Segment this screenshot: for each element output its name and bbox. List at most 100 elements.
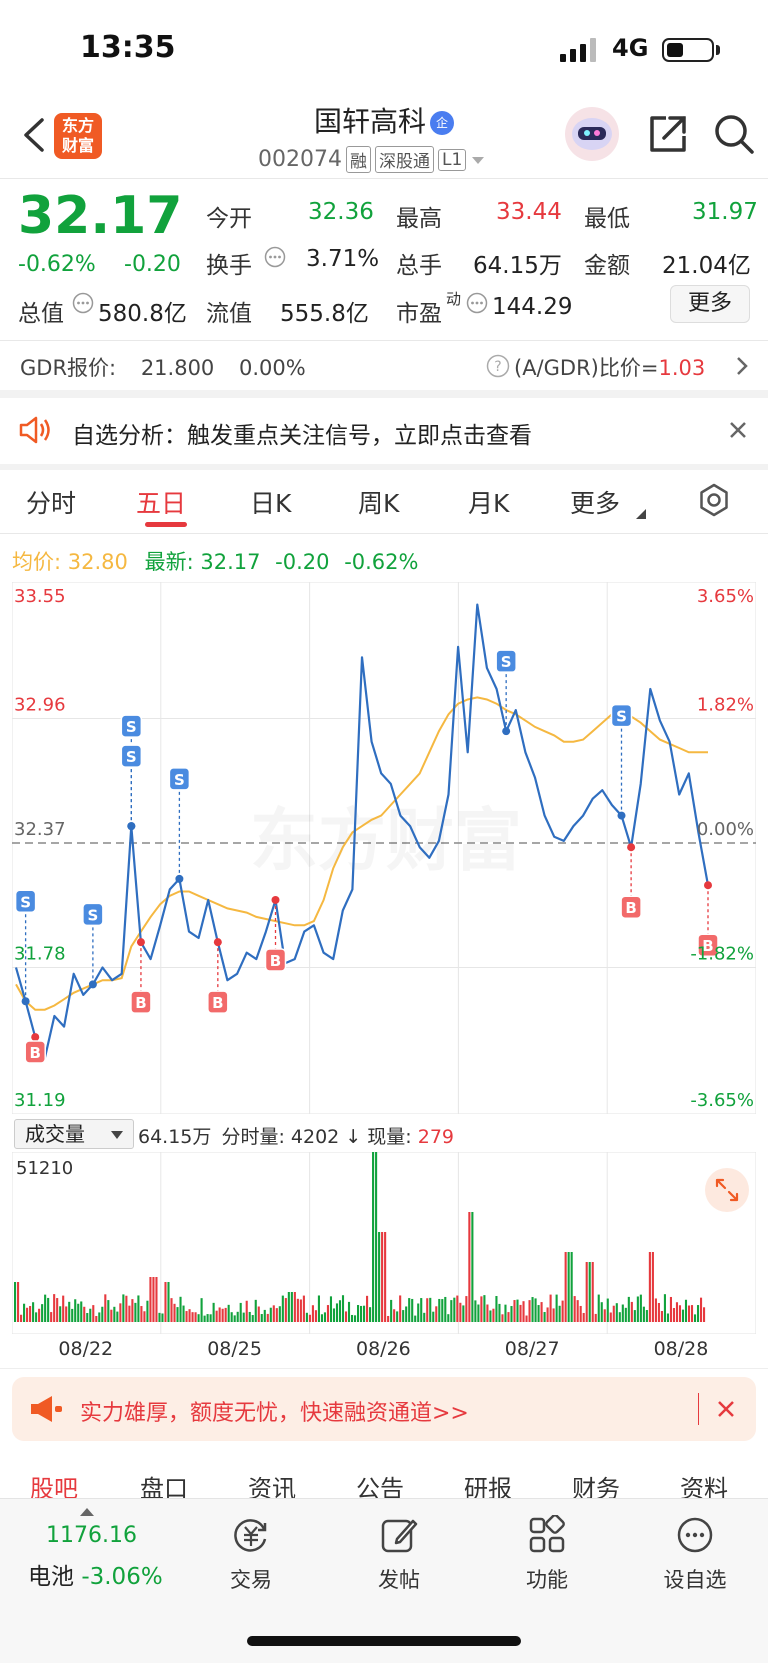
info-dots-icon[interactable]: [466, 292, 488, 318]
volume-indicator-select[interactable]: 成交量: [14, 1119, 134, 1149]
volume-bar: [462, 1305, 465, 1322]
volume-bar: [146, 1300, 149, 1322]
chevron-right-icon[interactable]: [734, 354, 750, 382]
pe-label: 市盈: [396, 301, 442, 327]
help-icon[interactable]: ?: [486, 354, 510, 382]
back-icon[interactable]: [16, 110, 56, 160]
date-label: 08/28: [653, 1338, 709, 1360]
volume-bar: [366, 1295, 369, 1322]
status-bar: 13:35 4G: [0, 0, 768, 100]
gdr-row[interactable]: GDR报价: 21.800 0.00%: [20, 352, 748, 382]
expand-icon[interactable]: [705, 1168, 749, 1212]
volume-bar: [86, 1313, 89, 1322]
dock-post[interactable]: 发帖: [344, 1515, 454, 1594]
volume-bar: [570, 1252, 573, 1322]
tab-more[interactable]: 更多: [570, 489, 621, 518]
tab-news[interactable]: 资讯: [248, 1475, 296, 1501]
volume-bar: [257, 1306, 260, 1322]
volume-bar: [50, 1312, 53, 1322]
gear-icon[interactable]: [696, 482, 732, 522]
info-dots-icon[interactable]: [264, 246, 286, 272]
volume-bar: [101, 1306, 104, 1322]
volume-value: 64.15万: [473, 253, 562, 279]
volume-bar: [281, 1295, 284, 1322]
tag-connect: 深股通: [374, 146, 434, 173]
volume-bar: [495, 1296, 498, 1322]
logo-text-2: 财富: [61, 136, 94, 155]
tab-profile[interactable]: 资料: [680, 1475, 728, 1501]
dock-trade[interactable]: 交易: [196, 1515, 306, 1594]
volume-bar: [347, 1301, 351, 1322]
float-value: 555.8亿: [280, 301, 369, 327]
volume-bar: [143, 1311, 146, 1322]
volume-bar: [486, 1304, 489, 1322]
volume-bar: [17, 1282, 20, 1322]
volume-bar: [176, 1307, 179, 1322]
current-volume: 279: [417, 1126, 454, 1148]
marker-label: B: [30, 1044, 41, 1062]
dock-add-watchlist-label: 设自选: [663, 1568, 727, 1592]
volume-bar: [332, 1308, 336, 1322]
sector-index-line[interactable]: 电池 -3.06%: [28, 1557, 163, 1591]
volume-bar: [663, 1294, 666, 1322]
search-icon[interactable]: [712, 112, 756, 156]
marker-dot: [127, 822, 136, 831]
notice-banner[interactable]: 自选分析：触发重点关注信号，立即点击查看: [0, 398, 768, 464]
volume-bar: [534, 1298, 537, 1322]
y-tick-left: 32.37: [14, 819, 66, 840]
volume-bar: [555, 1294, 558, 1322]
volume-bar: [74, 1299, 77, 1322]
volume-bar: [167, 1282, 170, 1322]
promo-banner[interactable]: 实力雄厚，额度无忧，快速融资通道>>: [12, 1377, 756, 1441]
volume-bar: [459, 1302, 462, 1322]
tab-daily-k[interactable]: 日K: [250, 489, 292, 518]
volume-bar: [546, 1307, 549, 1322]
volume-bar: [402, 1310, 405, 1322]
volume-bar: [372, 1152, 375, 1322]
more-quote-button[interactable]: 更多: [670, 285, 750, 323]
battery-icon: [662, 38, 714, 62]
y-tick-right: 0.00%: [697, 819, 754, 840]
volume-bar: [185, 1311, 188, 1322]
marker-dot: [627, 843, 636, 852]
marker-dot: [704, 881, 712, 890]
volume-bar: [360, 1305, 363, 1322]
volume-chart[interactable]: 51210: [12, 1152, 756, 1334]
share-icon[interactable]: [646, 112, 690, 156]
tab-research[interactable]: 研报: [464, 1475, 512, 1501]
volume-bar: [308, 1314, 311, 1322]
volume-bar: [552, 1308, 555, 1322]
volume-bar: [636, 1296, 639, 1322]
volume-bar: [675, 1302, 679, 1322]
stock-code-line[interactable]: 002074 融 深股通 L1: [258, 146, 486, 173]
dock-functions[interactable]: 功能: [492, 1514, 602, 1594]
tab-five-day[interactable]: 五日: [136, 489, 187, 518]
tab-monthly-k[interactable]: 月K: [468, 489, 510, 518]
tab-weekly-k[interactable]: 周K: [358, 489, 400, 518]
volume-bar: [618, 1312, 621, 1322]
dock-add-watchlist[interactable]: 设自选: [640, 1515, 750, 1594]
volume-bar: [447, 1314, 450, 1322]
marker-label: B: [270, 952, 281, 970]
volume-bar: [387, 1315, 390, 1322]
tab-forum[interactable]: 股吧: [30, 1475, 78, 1501]
marker-dot: [21, 997, 30, 1006]
robot-assistant-icon[interactable]: [562, 106, 622, 162]
tab-announcements[interactable]: 公告: [356, 1475, 404, 1501]
volume-bar: [59, 1306, 62, 1322]
tab-orderbook[interactable]: 盘口: [140, 1475, 188, 1501]
close-icon[interactable]: [726, 418, 750, 446]
volume-bar: [471, 1212, 474, 1322]
volume-bar: [642, 1306, 645, 1322]
bottom-dock: 1176.16 电池 -3.06% 交易 发帖 功能 设自选: [0, 1498, 768, 1663]
sector-index-value[interactable]: 1176.16: [46, 1523, 137, 1548]
promo-close-icon[interactable]: [714, 1397, 738, 1425]
info-dots-icon[interactable]: [72, 292, 94, 318]
volume-bar: [344, 1311, 348, 1322]
volume-bar: [218, 1307, 221, 1322]
volume-bar: [522, 1301, 525, 1322]
date-label: 08/25: [207, 1338, 262, 1360]
tab-financials[interactable]: 财务: [572, 1475, 620, 1501]
tab-intraday[interactable]: 分时: [26, 489, 77, 518]
